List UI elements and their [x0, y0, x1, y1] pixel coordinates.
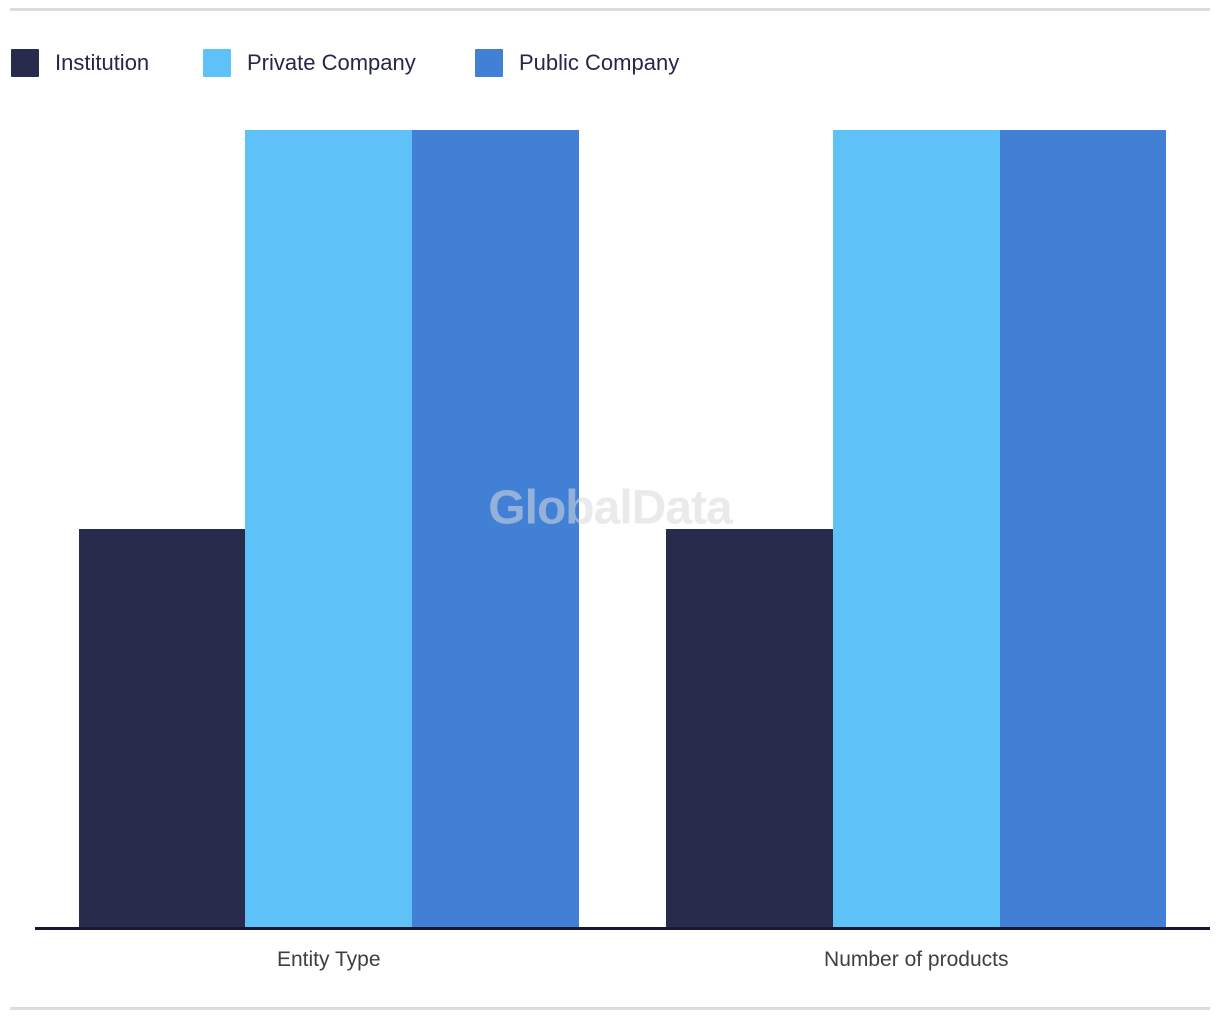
legend-item-label: Private Company [247, 50, 416, 75]
category-label-entity-type: Entity Type [276, 948, 381, 971]
bar-institution-entity-type[interactable] [78, 528, 246, 927]
bar-institution-number-of-products[interactable] [666, 528, 833, 927]
bar-public-company-number-of-products[interactable] [999, 130, 1167, 927]
x-axis-line [35, 927, 1210, 930]
legend-item-institution[interactable]: Institution [11, 49, 149, 77]
legend-swatch-icon [203, 49, 231, 77]
bar-private-company-entity-type[interactable] [245, 130, 413, 927]
legend-swatch-icon [11, 49, 39, 77]
legend-swatch-icon [475, 49, 503, 77]
bar-public-company-entity-type[interactable] [412, 130, 579, 927]
legend-item-label: Public Company [519, 50, 680, 75]
legend: Institution Private Company Public Company [0, 0, 1220, 100]
legend-item-public-company[interactable]: Public Company [475, 49, 679, 77]
category-label-number-of-products: Number of products [824, 948, 1009, 971]
legend-item-private-company[interactable]: Private Company [203, 49, 416, 77]
legend-item-label: Institution [55, 50, 150, 75]
top-divider [10, 8, 1210, 11]
bottom-divider [10, 1007, 1210, 1010]
bar-private-company-number-of-products[interactable] [832, 130, 1000, 927]
